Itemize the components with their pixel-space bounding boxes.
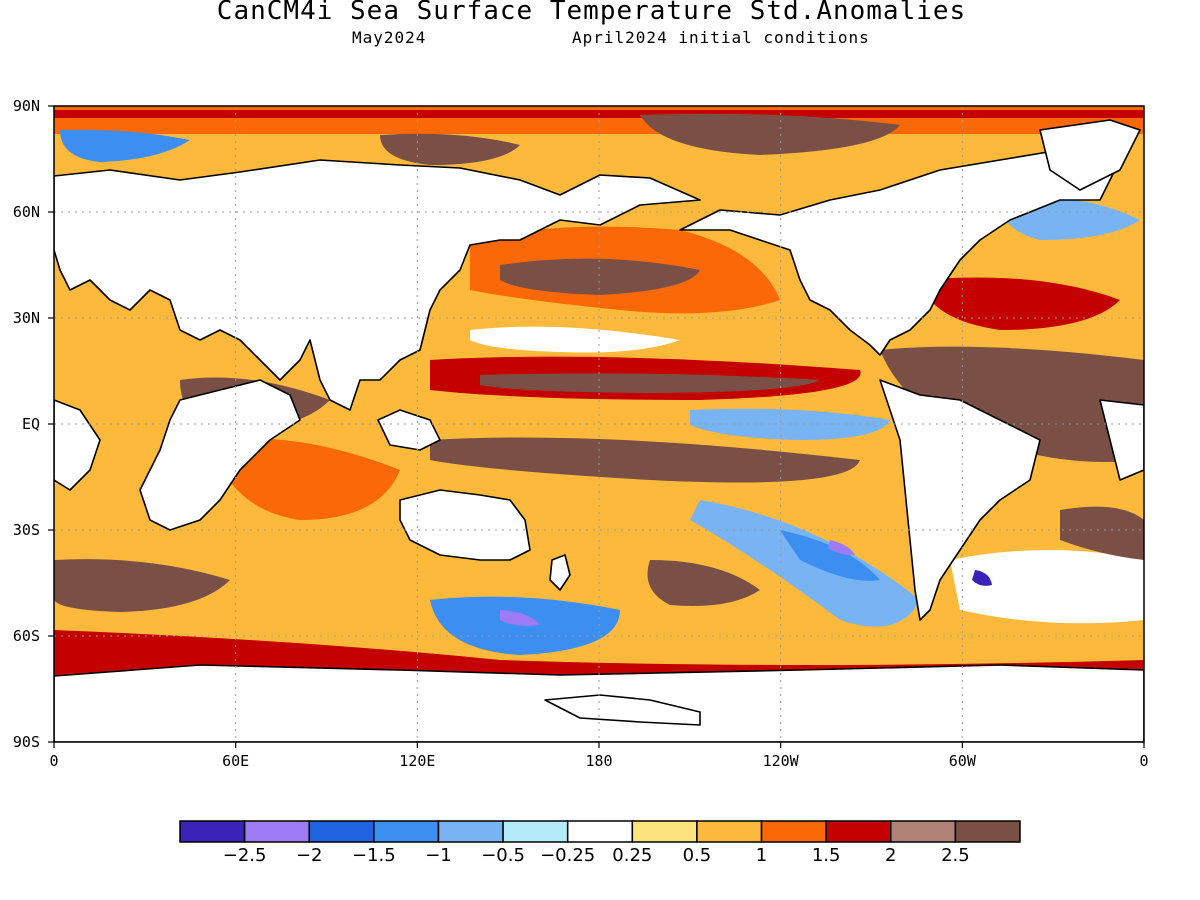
axis-ticks <box>48 105 1145 748</box>
forecast-month: May2024 <box>352 28 427 47</box>
maritime-continent-land <box>377 409 441 451</box>
eurasia-land <box>54 159 701 411</box>
lat-label: 60N <box>13 203 40 221</box>
lon-label: 120W <box>763 752 800 770</box>
lon-label: 0 <box>1139 752 1148 770</box>
africa-west-land <box>1099 399 1144 481</box>
south-equatorial-warm <box>430 437 860 483</box>
colorbar-swatch <box>502 820 569 843</box>
southeast-pacific-min <box>828 540 855 556</box>
colorbar-swatch <box>825 820 892 843</box>
southwest-atlantic-warm <box>1060 506 1144 560</box>
subtropical-band-core <box>480 373 820 393</box>
south-atlantic-neutral <box>950 550 1144 624</box>
colorbar-swatch <box>890 820 957 843</box>
map-title: CanCM4i Sea Surface Temperature Std.Anom… <box>216 0 967 26</box>
siberian-warm-patch <box>380 133 520 165</box>
colorbar-swatch <box>566 820 634 843</box>
colorbar-label: −0.25 <box>540 845 595 866</box>
lat-lon-grid <box>54 106 1144 742</box>
colorbar: −2.5 −2 −1.5 −1 −0.5 −0.25 0.25 0.5 1 1.5 2 2.5 <box>179 820 1021 866</box>
lat-label: 30N <box>13 309 40 327</box>
colorbar-label: 2 <box>885 845 896 866</box>
colorbar-swatch <box>631 820 698 843</box>
colorbar-label: −2.5 <box>223 845 267 866</box>
north-america-land <box>679 139 1121 356</box>
anomaly-field <box>54 106 1144 742</box>
colorbar-swatch <box>696 820 763 843</box>
lat-label: 90S <box>13 733 40 751</box>
colorbar-label: −2 <box>296 845 323 866</box>
arctic-warm-patch <box>640 113 900 155</box>
southern-ocean-cool <box>430 596 620 655</box>
lat-label: 30S <box>13 521 40 539</box>
southern-ocean-min <box>500 610 540 626</box>
colorbar-label: 2.5 <box>941 845 970 866</box>
colorbar-label: 1 <box>756 845 767 866</box>
colorbar-swatch <box>373 820 440 843</box>
lat-label: 90N <box>13 97 40 115</box>
barents-cool-patch <box>60 129 190 162</box>
south-atlantic-min <box>972 570 992 586</box>
colorbar-swatch <box>308 820 375 843</box>
colorbar-label: −0.5 <box>481 845 525 866</box>
colorbar-label: 0.25 <box>612 845 652 866</box>
north-pacific-neutral <box>470 326 680 353</box>
southeast-pacific-cool-core <box>780 530 880 581</box>
colorbar-swatch <box>243 820 310 843</box>
colorbar-label: −1.5 <box>352 845 396 866</box>
lon-label: 60W <box>949 752 977 770</box>
initial-conditions: April2024 initial conditions <box>572 28 870 47</box>
lon-label: 120E <box>399 752 435 770</box>
indian-ocean-warm <box>210 438 400 520</box>
lon-label: 180 <box>585 752 612 770</box>
lon-label: 0 <box>49 752 58 770</box>
colorbar-label: −1 <box>425 845 452 866</box>
africa-east-land <box>139 379 301 531</box>
longitude-labels: 0 60E 120E 180 120W 60W 0 <box>49 752 1148 770</box>
land <box>54 119 1144 742</box>
tropical-atlantic-warm <box>880 346 1144 462</box>
south-pacific-warm-patch <box>647 560 760 606</box>
colorbar-label: 0.5 <box>683 845 712 866</box>
colorbar-label: 1.5 <box>812 845 841 866</box>
north-atlantic-warm <box>920 277 1120 330</box>
africa-west-edge-land <box>54 399 101 491</box>
south-atlantic-indian-warm <box>54 559 230 612</box>
australia-land <box>399 489 531 561</box>
lat-label: 60S <box>13 627 40 645</box>
southeast-pacific-cool <box>690 500 920 627</box>
ross-ice-shelf <box>544 694 701 726</box>
latitude-labels: 90N 60N 30N EQ 30S 60S 90S <box>13 97 40 751</box>
north-pacific-warm-core <box>500 258 700 295</box>
lat-label: EQ <box>22 415 40 433</box>
lon-label: 60E <box>222 752 249 770</box>
colorbar-swatch <box>437 820 504 843</box>
colorbar-swatch <box>954 820 1021 843</box>
colorbar-swatch <box>179 820 246 843</box>
new-zealand-land <box>549 554 571 591</box>
greenland-land <box>1039 119 1141 191</box>
south-america-land <box>879 379 1041 621</box>
colorbar-swatch <box>760 820 827 843</box>
